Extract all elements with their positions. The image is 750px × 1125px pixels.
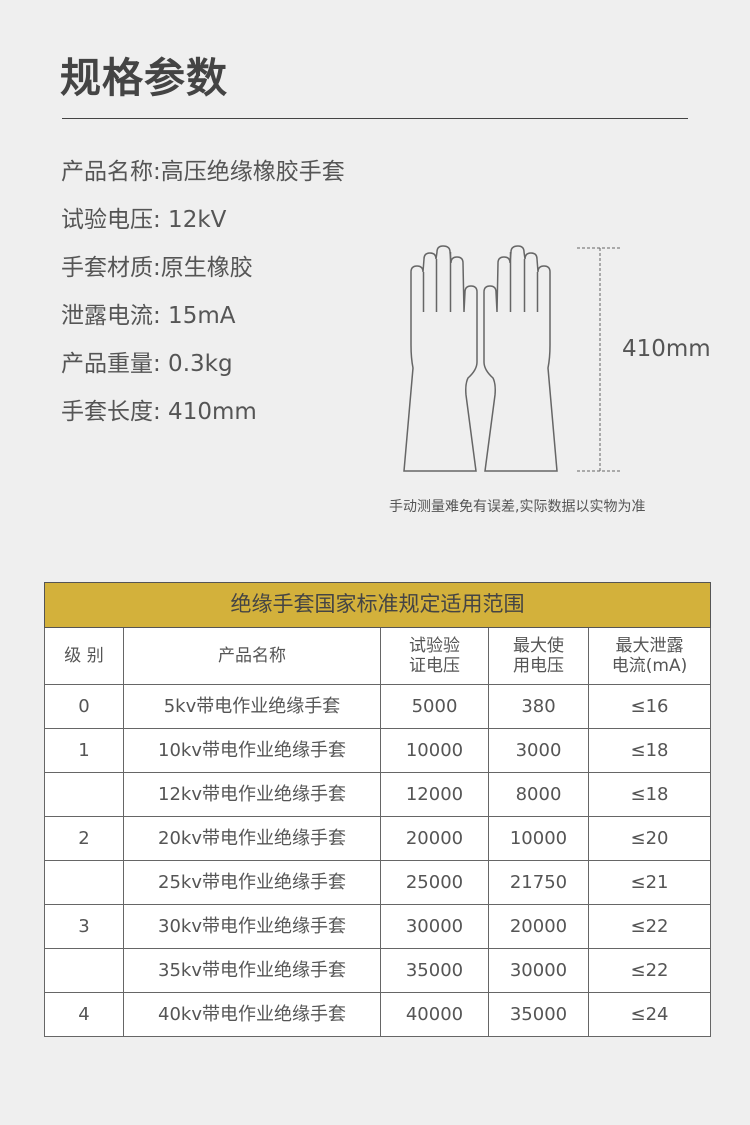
cell-max-voltage: 3000: [488, 728, 589, 773]
cell-product-name: 20kv带电作业绝缘手套: [123, 816, 381, 861]
header-max-voltage: 最大使 用电压: [488, 627, 589, 685]
table-row: 12kv带电作业绝缘手套 12000 8000 ≤18: [44, 772, 711, 817]
cell-level: 0: [44, 684, 124, 729]
spec-material: 手套材质:原生橡胶: [61, 255, 253, 281]
cell-max-voltage: 21750: [488, 860, 589, 905]
cell-test-voltage: 35000: [380, 948, 489, 993]
gloves-illustration: [403, 245, 620, 472]
cell-leak-current: ≤16: [588, 684, 711, 729]
cell-leak-current: ≤24: [588, 992, 711, 1037]
cell-product-name: 25kv带电作业绝缘手套: [123, 860, 381, 905]
cell-leak-current: ≤22: [588, 904, 711, 949]
cell-max-voltage: 35000: [488, 992, 589, 1037]
cell-product-name: 10kv带电作业绝缘手套: [123, 728, 381, 773]
header-level: 级 别: [44, 627, 124, 685]
cell-test-voltage: 12000: [380, 772, 489, 817]
spec-length: 手套长度: 410mm: [61, 399, 257, 425]
cell-level: [44, 772, 124, 817]
cell-max-voltage: 20000: [488, 904, 589, 949]
page-title: 规格参数: [60, 54, 228, 102]
table-row: 25kv带电作业绝缘手套 25000 21750 ≤21: [44, 860, 711, 905]
header-product-name: 产品名称: [123, 627, 381, 685]
cell-max-voltage: 10000: [488, 816, 589, 861]
cell-leak-current: ≤18: [588, 728, 711, 773]
spec-product-name: 产品名称:高压绝缘橡胶手套: [61, 159, 345, 185]
table-row: 3 30kv带电作业绝缘手套 30000 20000 ≤22: [44, 904, 711, 949]
standards-table: 绝缘手套国家标准规定适用范围 级 别产品名称 试验验 证电压 最大使 用电压 最大泄露…: [44, 582, 711, 1037]
table-row: 2 20kv带电作业绝缘手套 20000 10000 ≤20: [44, 816, 711, 861]
dimension-line: [577, 247, 620, 472]
cell-leak-current: ≤18: [588, 772, 711, 817]
cell-leak-current: ≤21: [588, 860, 711, 905]
cell-level: 4: [44, 992, 124, 1037]
cell-test-voltage: 25000: [380, 860, 489, 905]
divider: [62, 118, 688, 119]
cell-product-name: 12kv带电作业绝缘手套: [123, 772, 381, 817]
table-row: 4 40kv带电作业绝缘手套 40000 35000 ≤24: [44, 992, 711, 1037]
table-row: 1 10kv带电作业绝缘手套 10000 3000 ≤18: [44, 728, 711, 773]
cell-test-voltage: 10000: [380, 728, 489, 773]
cell-product-name: 40kv带电作业绝缘手套: [123, 992, 381, 1037]
cell-leak-current: ≤22: [588, 948, 711, 993]
cell-product-name: 30kv带电作业绝缘手套: [123, 904, 381, 949]
cell-level: 1: [44, 728, 124, 773]
cell-leak-current: ≤20: [588, 816, 711, 861]
table-caption: 绝缘手套国家标准规定适用范围: [44, 582, 711, 628]
spec-weight: 产品重量: 0.3kg: [61, 351, 233, 377]
spec-leak-current: 泄露电流: 15mA: [61, 303, 236, 329]
cell-max-voltage: 30000: [488, 948, 589, 993]
spec-test-voltage: 试验电压: 12kV: [61, 207, 227, 233]
cell-test-voltage: 5000: [380, 684, 489, 729]
cell-product-name: 5kv带电作业绝缘手套: [123, 684, 381, 729]
cell-level: 3: [44, 904, 124, 949]
cell-max-voltage: 380: [488, 684, 589, 729]
table-row: 0 5kv带电作业绝缘手套 5000 380 ≤16: [44, 684, 711, 729]
cell-level: [44, 860, 124, 905]
cell-test-voltage: 20000: [380, 816, 489, 861]
cell-level: 2: [44, 816, 124, 861]
measurement-note: 手动测量难免有误差,实际数据以实物为准: [389, 499, 646, 515]
cell-level: [44, 948, 124, 993]
header-max-leak-current: 最大泄露 电流(mA): [588, 627, 711, 685]
right-glove-icon: [483, 245, 558, 472]
left-glove-icon: [403, 245, 478, 472]
cell-max-voltage: 8000: [488, 772, 589, 817]
cell-test-voltage: 30000: [380, 904, 489, 949]
cell-product-name: 35kv带电作业绝缘手套: [123, 948, 381, 993]
header-test-voltage: 试验验 证电压: [380, 627, 489, 685]
length-label: 410mm: [622, 336, 711, 362]
cell-test-voltage: 40000: [380, 992, 489, 1037]
table-row: 35kv带电作业绝缘手套 35000 30000 ≤22: [44, 948, 711, 993]
